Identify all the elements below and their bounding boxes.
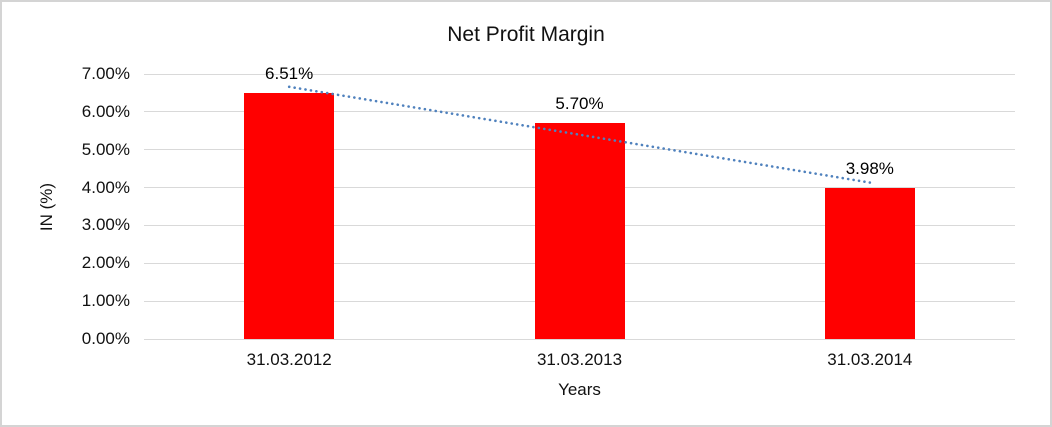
y-axis-tick-label: 1.00% [81, 291, 130, 311]
bar [534, 123, 625, 339]
gridline [144, 338, 1015, 340]
x-axis-title: Years [558, 380, 601, 399]
y-axis-tick-label: 3.00% [81, 215, 130, 235]
x-axis-category-label: 31.03.2012 [246, 350, 332, 369]
y-axis-tick-label: 2.00% [81, 253, 130, 273]
bar-value-label: 6.51% [265, 63, 314, 83]
x-axis-category-label: 31.03.2014 [827, 350, 913, 369]
y-axis-tick-label: 6.00% [81, 101, 130, 121]
bar [244, 92, 335, 339]
y-axis-tick-label: 0.00% [81, 329, 130, 348]
y-axis-tick-label: 5.00% [81, 139, 130, 159]
gridline [144, 73, 1015, 75]
chart-title: Net Profit Margin [447, 23, 605, 46]
bar-value-label: 5.70% [555, 94, 604, 114]
y-axis-tick-label: 4.00% [81, 177, 130, 197]
y-axis-tick-label: 7.00% [81, 64, 130, 83]
bar-value-label: 3.98% [845, 159, 894, 179]
x-axis-category-label: 31.03.2013 [536, 350, 623, 369]
bar [824, 188, 915, 339]
